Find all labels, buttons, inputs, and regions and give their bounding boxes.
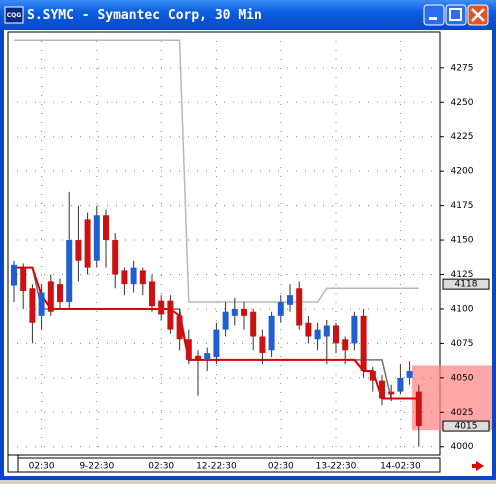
x-tick-label: 14-02:30 [380, 462, 421, 472]
candle-body [406, 370, 413, 378]
candle-body [287, 295, 293, 305]
candle-body [139, 270, 146, 285]
y-tick-label: 4050 [451, 373, 474, 383]
candle-body [222, 311, 229, 330]
candle-body [305, 322, 312, 337]
y-tick-label: 4175 [451, 201, 474, 211]
window-title: S.SYMC - Symantec Corp, 30 Min [27, 8, 262, 23]
corner-box [7, 454, 19, 473]
price-label: 4015 [455, 422, 478, 432]
candle-body [250, 311, 257, 337]
candle-body [176, 315, 183, 340]
candle-body [351, 315, 358, 344]
candle-body [314, 329, 321, 340]
close-button[interactable] [467, 4, 489, 26]
scroll-arrow[interactable] [476, 461, 484, 471]
price-label: 4118 [455, 280, 478, 290]
candle-body [66, 240, 73, 303]
maximize-button[interactable] [445, 4, 467, 26]
y-tick-label: 4100 [451, 304, 474, 314]
candle-body [296, 288, 303, 326]
highlight-zone [412, 365, 492, 431]
y-tick-label: 4225 [451, 132, 474, 142]
candle-body [259, 336, 266, 354]
candle-body [75, 240, 82, 261]
y-tick-label: 4275 [451, 63, 474, 73]
candle-body [93, 215, 100, 261]
app-icon-text: CQG [7, 12, 22, 19]
y-tick-label: 4000 [451, 442, 474, 452]
candle-body [20, 267, 27, 292]
scroll-arrow-tail [472, 464, 477, 468]
price-label-box [442, 278, 490, 290]
app-icon [4, 6, 24, 24]
candle-body [213, 329, 220, 358]
candle-body [57, 284, 63, 303]
y-tick-label: 4025 [451, 408, 474, 418]
candle-body [167, 300, 174, 330]
candle-body [268, 315, 275, 351]
candle-body [158, 300, 165, 315]
candle-body [149, 281, 155, 307]
candle-body [333, 325, 339, 344]
x-tick-label: 9-22:30 [79, 462, 114, 472]
y-tick-label: 4250 [451, 98, 474, 108]
candle-body [29, 288, 36, 323]
overlay-line [14, 39, 419, 303]
candle-body [103, 215, 109, 241]
candle-body [11, 264, 17, 286]
candle-body [38, 292, 45, 316]
candle-body [47, 281, 54, 312]
candle-body [415, 391, 422, 427]
title-bar [0, 0, 496, 30]
candle-body [369, 370, 376, 381]
candle-body [397, 377, 404, 392]
candle-body [379, 380, 385, 399]
candle-body [323, 325, 330, 337]
candle-body [121, 270, 128, 285]
y-tick-label: 4125 [451, 270, 474, 280]
x-tick-label: 02:30 [148, 462, 174, 472]
candle-body [185, 339, 192, 360]
candle-body [388, 391, 395, 395]
candle-body [84, 219, 91, 268]
candle-body [342, 339, 349, 351]
candle-body [241, 308, 247, 316]
x-tick-label: 02:30 [268, 462, 294, 472]
y-tick-label: 4150 [451, 236, 474, 246]
candle-body [112, 240, 119, 275]
y-tick-label: 4200 [451, 167, 474, 177]
price-label-box [442, 420, 490, 432]
candle-body [195, 355, 201, 360]
x-tick-label: 12-22:30 [196, 462, 237, 472]
candle-body [130, 267, 137, 285]
x-tick-label: 13-22:30 [316, 462, 357, 472]
y-tick-label: 4075 [451, 339, 474, 349]
candle-body [231, 308, 238, 316]
plot-area [7, 31, 441, 456]
x-tick-label: 02:30 [29, 462, 55, 472]
candle-body [277, 302, 284, 316]
minimize-button[interactable] [423, 4, 445, 26]
candle-body [204, 353, 211, 360]
candle-body [360, 315, 367, 371]
